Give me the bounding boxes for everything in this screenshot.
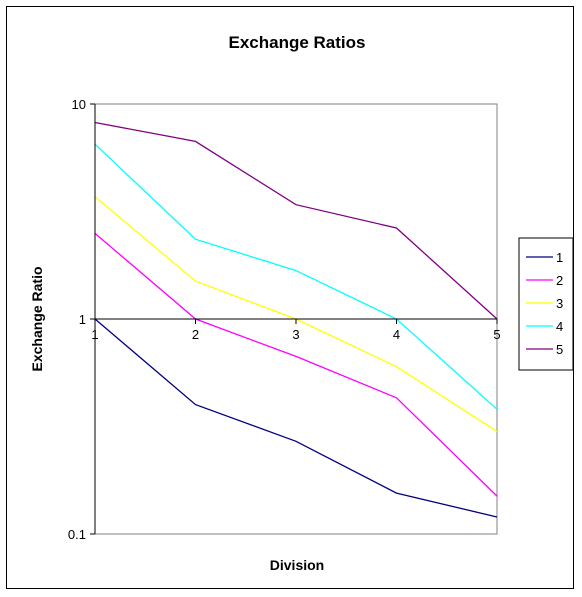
series-line-4 [94,143,498,410]
series-line-2 [94,232,498,497]
legend-box [518,237,574,371]
legend-label-1: 1 [556,250,563,265]
x-axis-label: Division [270,557,324,573]
y-tick-label: 0.1 [68,527,86,542]
legend-label-2: 2 [556,273,563,288]
axis-layer: 10 1 0.1 1 2 3 4 5 [68,97,501,542]
series-line-5 [94,121,498,320]
x-tick-label: 4 [393,327,400,342]
legend-label-4: 4 [556,319,563,334]
y-axis-label: Exchange Ratio [29,266,45,371]
x-tick-label: 2 [192,327,199,342]
y-tick-label: 1 [79,312,86,327]
x-tick-label: 5 [493,327,500,342]
series-line-1 [94,318,498,518]
legend: 1 2 3 4 5 [518,237,574,371]
x-tick-label: 3 [292,327,299,342]
y-tick-label: 10 [72,97,86,112]
legend-label-5: 5 [556,342,563,357]
x-tick-label: 1 [91,327,98,342]
legend-label-3: 3 [556,296,563,311]
chart-title: Exchange Ratios [229,33,366,52]
